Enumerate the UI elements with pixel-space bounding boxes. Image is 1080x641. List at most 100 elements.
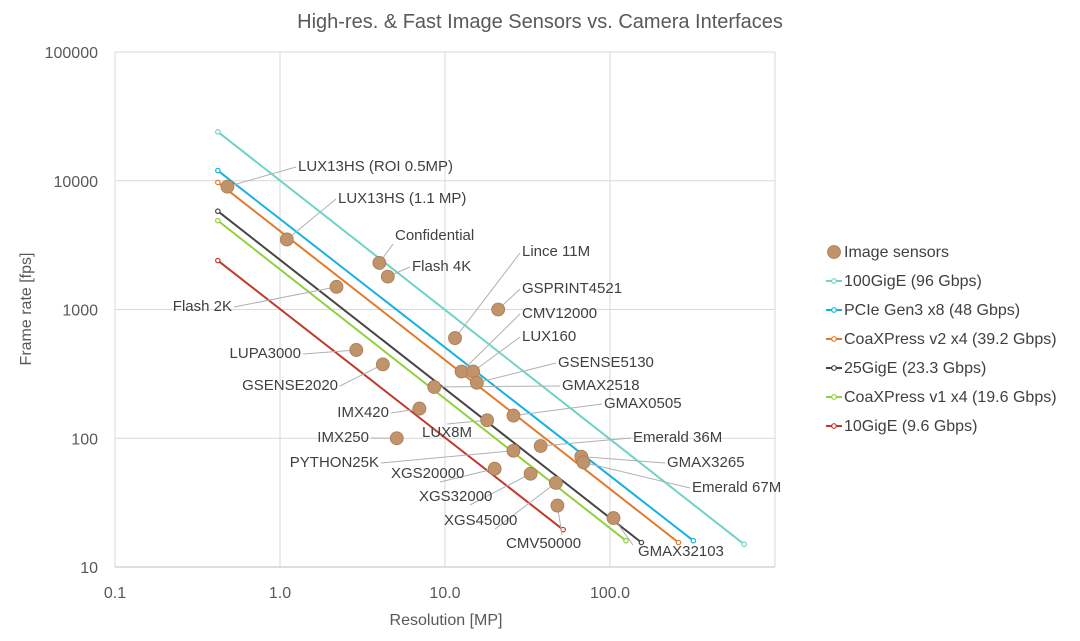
x-tick-label: 10.0 [429,585,460,602]
sensor-label: LUX13HS (1.1 MP) [338,190,466,207]
sensor-label: Lince 11M [522,243,590,260]
sensor-point [523,466,538,481]
axis-layer: 0.1 1.0 10.0 100.0 10 100 1000 10000 100000 [45,45,775,602]
sensor-point [548,475,563,490]
sensor-leader-line [454,252,521,339]
sensor-label: GSENSE2020 [242,377,338,394]
sensor-label: PYTHON25K [290,454,379,471]
interface-line-marker [675,539,682,546]
sensor-label: Flash 4K [412,258,471,275]
legend-label: Image sensors [844,244,949,261]
y-tick-label: 100 [71,431,98,448]
y-axis-title: Frame rate [fps] [18,253,35,366]
sensor-point [606,511,621,525]
legend-label: 100GigE (96 Gbps) [844,273,982,290]
sensor-point [389,431,404,446]
y-tick-label: 10 [80,560,98,577]
sensor-leader-line [581,456,666,464]
sensor-point [279,232,294,247]
sensor-leader-line [476,362,557,384]
sensor-leader-line [461,313,521,372]
sensor-label: XGS32000 [419,488,492,505]
sensor-point [448,331,462,345]
sensor-leader-line [513,403,603,417]
sensor-leader-line [286,198,337,240]
sensor-label: LUX160 [522,328,576,345]
sensor-leader-line [583,461,691,489]
x-tick-label: 1.0 [269,585,291,602]
legend-label: PCIe Gen3 x8 (48 Gbps) [844,302,1020,319]
sensor-point [375,357,390,372]
sensor-label: XGS20000 [391,465,464,482]
sensor-label: GSENSE5130 [558,354,654,371]
interface-line-marker [215,128,221,135]
sensor-point [506,408,521,423]
x-tick-label: 100.0 [590,585,630,602]
sensor-point [427,380,442,394]
legend-label: CoaXPress v2 x4 (39.2 Gbps) [844,331,1057,348]
y-tick-label: 1000 [62,303,98,320]
legend-label: CoaXPress v1 x4 (19.6 Gbps) [844,389,1057,406]
legend-line-marker [831,423,837,429]
sensor-point [329,279,344,294]
sensor-leader-line [380,450,514,464]
sensor-point [576,455,591,470]
sensor-label: Flash 2K [173,298,232,315]
sensor-label: CMV50000 [506,535,581,552]
sensor-labels: LUX13HS (ROI 0.5MP) LUX13HS (1.1 MP) Confi… [173,158,781,560]
sensor-label: GSPRINT4521 [522,280,622,297]
sensor-leader-line [494,482,557,530]
sensor-label: IMX420 [337,404,389,421]
x-tick-label: 0.1 [104,585,126,602]
interface-line-marker [638,539,645,546]
interface-line-marker [690,537,697,544]
sensor-leader-line [434,385,561,388]
interface-line [217,181,680,544]
sensor-point [506,443,521,458]
legend-line-marker [831,394,837,400]
sensor-point [533,439,548,453]
y-tick-label: 100000 [45,45,98,62]
sensor-point [469,375,484,390]
interface-line-marker [215,167,221,174]
sensor-point [349,343,364,357]
sensor-leader-line [472,336,521,372]
sensor-label: CMV12000 [522,305,597,322]
sensor-point [220,179,235,194]
interface-line [217,259,564,531]
sensor-label: LUX8M [422,424,472,441]
interface-line-marker [215,217,221,224]
sensor-leader-line [233,286,337,308]
sensor-point [480,413,495,428]
sensor-leader-line [469,473,531,506]
sensor-label: XGS45000 [444,512,517,529]
interface-line-marker [215,208,221,215]
sensor-point [487,461,502,476]
legend-label: 25GigE (23.3 Gbps) [844,360,986,377]
legend-sensor-marker [827,245,841,259]
legend-line-marker [831,336,837,342]
sensor-label: IMX250 [317,429,369,446]
chart-title: High-res. & Fast Image Sensors vs. Camer… [297,11,783,33]
sensor-point [550,498,565,513]
sensor-points [220,179,621,525]
sensor-label: Confidential [395,227,474,244]
legend-label: 10GigE (9.6 Gbps) [844,418,977,435]
sensor-label: GMAX3265 [667,454,745,471]
sensor-label: GMAX2518 [562,377,640,394]
legend-line-marker [831,365,837,371]
sensor-point [380,269,395,284]
interface-line-marker [215,257,221,264]
sensor-label: LUX13HS (ROI 0.5MP) [298,158,453,175]
sensor-leader-line [339,363,384,387]
legend-line-marker [831,307,837,313]
sensor-label: GMAX32103 [638,543,724,560]
sensor-point [412,401,427,416]
sensor-leader-line [227,166,297,188]
x-axis-title: Resolution [MP] [390,612,503,629]
sensor-label: LUPA3000 [230,345,301,362]
sensor-point [491,302,506,317]
interface-line-marker [623,537,629,544]
sensor-leader-line [439,468,495,483]
interface-line-marker [741,541,747,548]
